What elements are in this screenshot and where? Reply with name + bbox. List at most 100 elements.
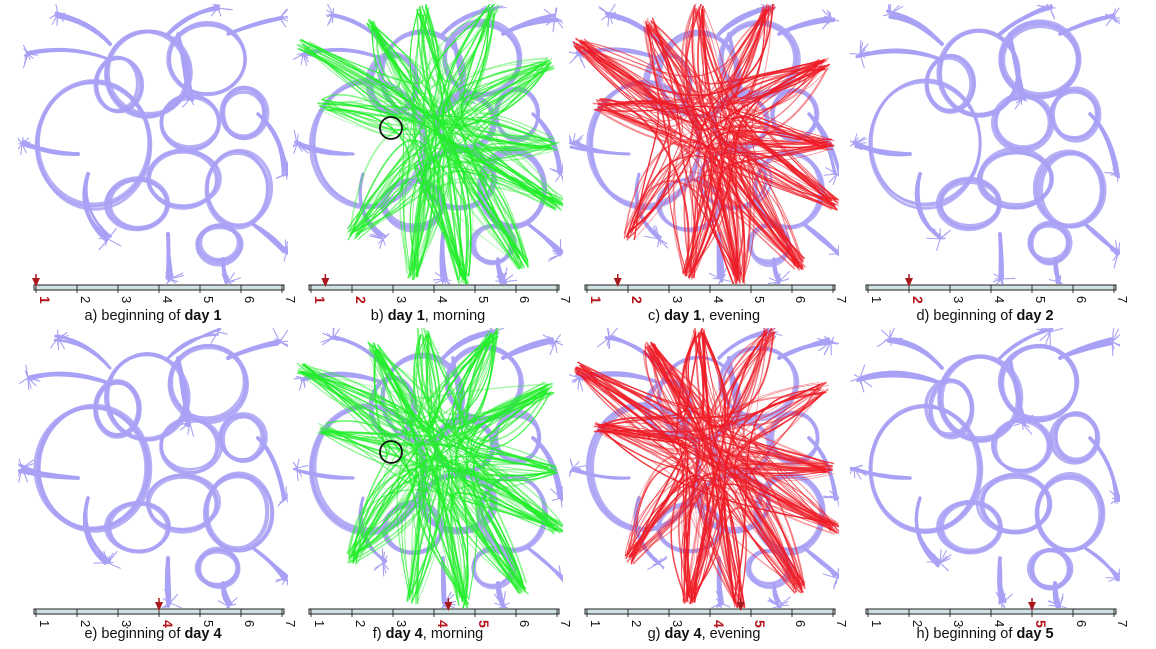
- timeline-tick-label: 7: [558, 296, 573, 303]
- timeline-tick-label: 7: [558, 620, 573, 627]
- timeline-tick-label: 3: [951, 620, 966, 627]
- timeline-tick-label: 2: [629, 620, 644, 627]
- timeline-tick-label: 4: [160, 296, 175, 303]
- timeline-tick-label: 3: [119, 620, 134, 627]
- panel-f: 1 2 3 4 5 6 7 f) day 4, morning: [293, 328, 573, 646]
- timeline-tick-label: 2: [910, 620, 925, 627]
- timeline-tick-label: 3: [119, 296, 134, 303]
- timeline-tick-label: 6: [1074, 620, 1089, 627]
- timeline-tick-label: 3: [670, 620, 685, 627]
- timeline-bar: 1 2 3 4 5 6 7: [308, 598, 573, 628]
- caption-day: day 4: [385, 626, 423, 642]
- timeline-tick-label: 4: [711, 620, 727, 628]
- timeline-tick-label: 7: [283, 620, 298, 627]
- traffic-overlay: [574, 328, 839, 608]
- timeline-marker: [444, 602, 453, 611]
- bundle-map: [850, 328, 1120, 608]
- caption-day: day 4: [664, 626, 702, 642]
- timeline-tick-label: 2: [353, 620, 368, 627]
- timeline-tick-label: 1: [312, 296, 328, 304]
- timeline-bar: 1 2 3 4 5 6 7: [32, 274, 298, 304]
- caption-day: day 1: [184, 308, 222, 324]
- timeline-tick-label: 5: [752, 620, 768, 628]
- timeline-tick-label: 2: [78, 620, 93, 627]
- timeline-tick-label: 2: [629, 296, 645, 304]
- caption-suffix: , morning: [424, 308, 486, 324]
- caption-prefix: g): [647, 626, 665, 642]
- timeline-bar: 1 2 3 4 5 6 7: [584, 598, 849, 628]
- caption-day: day 1: [387, 308, 425, 324]
- base-network: [850, 4, 1120, 284]
- caption-prefix: d) beginning of: [916, 308, 1013, 324]
- timeline-tick-label: 3: [394, 296, 409, 303]
- timeline-tick-label: 4: [160, 620, 176, 628]
- timeline-tick-label: 5: [201, 296, 216, 303]
- timeline-tick-label: 7: [1115, 620, 1130, 627]
- timeline-tick-label: 6: [793, 296, 808, 303]
- timeline-tick-label: 5: [476, 296, 491, 303]
- panel-e: 1 2 3 4 5 6 7 e) beginning of day 4: [18, 328, 298, 646]
- timeline-tick-label: 4: [711, 296, 726, 303]
- timeline-tick-label: 4: [435, 296, 450, 303]
- timeline-tick-label: 5: [476, 620, 492, 628]
- caption: c) day 1, evening: [569, 308, 839, 324]
- caption: g) day 4, evening: [569, 626, 839, 642]
- caption-prefix: c): [647, 308, 665, 324]
- panel-b: 1 2 3 4 5 6 7 b) day 1, morning: [293, 4, 573, 324]
- caption-suffix: , evening: [701, 308, 761, 324]
- timeline-tick-label: 2: [910, 296, 926, 304]
- timeline-tick-label: 1: [588, 620, 603, 627]
- timeline-tick-label: 1: [869, 296, 884, 303]
- caption: h) beginning of day 5: [850, 626, 1120, 642]
- timeline-tick-label: 5: [752, 296, 767, 303]
- caption-day: day 2: [1016, 308, 1054, 324]
- caption: a) beginning of day 1: [18, 308, 288, 324]
- timeline-tick-label: 1: [312, 620, 327, 627]
- traffic-overlay: [297, 4, 563, 284]
- timeline-tick-label: 7: [834, 296, 849, 303]
- caption-day: day 4: [184, 626, 222, 642]
- base-network: [18, 328, 288, 608]
- timeline-bar: 1 2 3 4 5 6 7: [33, 598, 298, 628]
- panel-h: 1 2 3 4 5 6 7 h) beginning of day 5: [850, 328, 1130, 646]
- caption-day: day 1: [664, 308, 702, 324]
- bundle-map: [569, 4, 839, 284]
- panel-c: 1 2 3 4 5 6 7 c) day 1, evening: [569, 4, 849, 324]
- base-network: [18, 4, 288, 284]
- timeline-bar: 1 2 3 4 5 6 7: [865, 274, 1130, 304]
- timeline-marker: [905, 278, 913, 287]
- caption-suffix: , morning: [422, 626, 484, 642]
- bundle-map: [293, 328, 563, 608]
- timeline-tick-label: 5: [201, 620, 216, 627]
- highlight-circle: [379, 116, 403, 140]
- panel-a: 1 2 3 4 5 6 7 a) beginning of day 1: [18, 4, 298, 324]
- timeline-bar: 1 2 3 4 5 6 7: [308, 274, 573, 304]
- timeline-marker: [736, 602, 745, 611]
- timeline-tick-label: 4: [992, 620, 1007, 627]
- caption: d) beginning of day 2: [850, 308, 1120, 324]
- bundle-map: [18, 4, 288, 284]
- timeline-tick-label: 7: [1115, 296, 1130, 303]
- timeline-tick-label: 4: [992, 296, 1007, 303]
- base-network: [850, 328, 1120, 608]
- timeline-tick-label: 6: [517, 296, 532, 303]
- timeline-bar: 1 2 3 4 5 6 7: [584, 274, 849, 304]
- timeline-tick-label: 4: [435, 620, 451, 628]
- timeline-tick-label: 6: [242, 296, 257, 303]
- timeline-marker: [32, 278, 40, 287]
- caption: b) day 1, morning: [293, 308, 563, 324]
- caption: f) day 4, morning: [293, 626, 563, 642]
- timeline-marker: [613, 278, 622, 287]
- traffic-overlay: [296, 328, 563, 608]
- timeline-tick-label: 7: [834, 620, 849, 627]
- timeline-tick-label: 6: [517, 620, 532, 627]
- timeline-tick-label: 2: [353, 296, 369, 304]
- timeline-tick-label: 7: [283, 296, 298, 303]
- timeline-marker: [321, 278, 330, 287]
- highlight-circle: [379, 440, 403, 464]
- bundle-map: [569, 328, 839, 608]
- caption-suffix: , evening: [701, 626, 761, 642]
- timeline-bar: 1 2 3 4 5 6 7: [865, 598, 1130, 628]
- timeline-tick-label: 6: [242, 620, 257, 627]
